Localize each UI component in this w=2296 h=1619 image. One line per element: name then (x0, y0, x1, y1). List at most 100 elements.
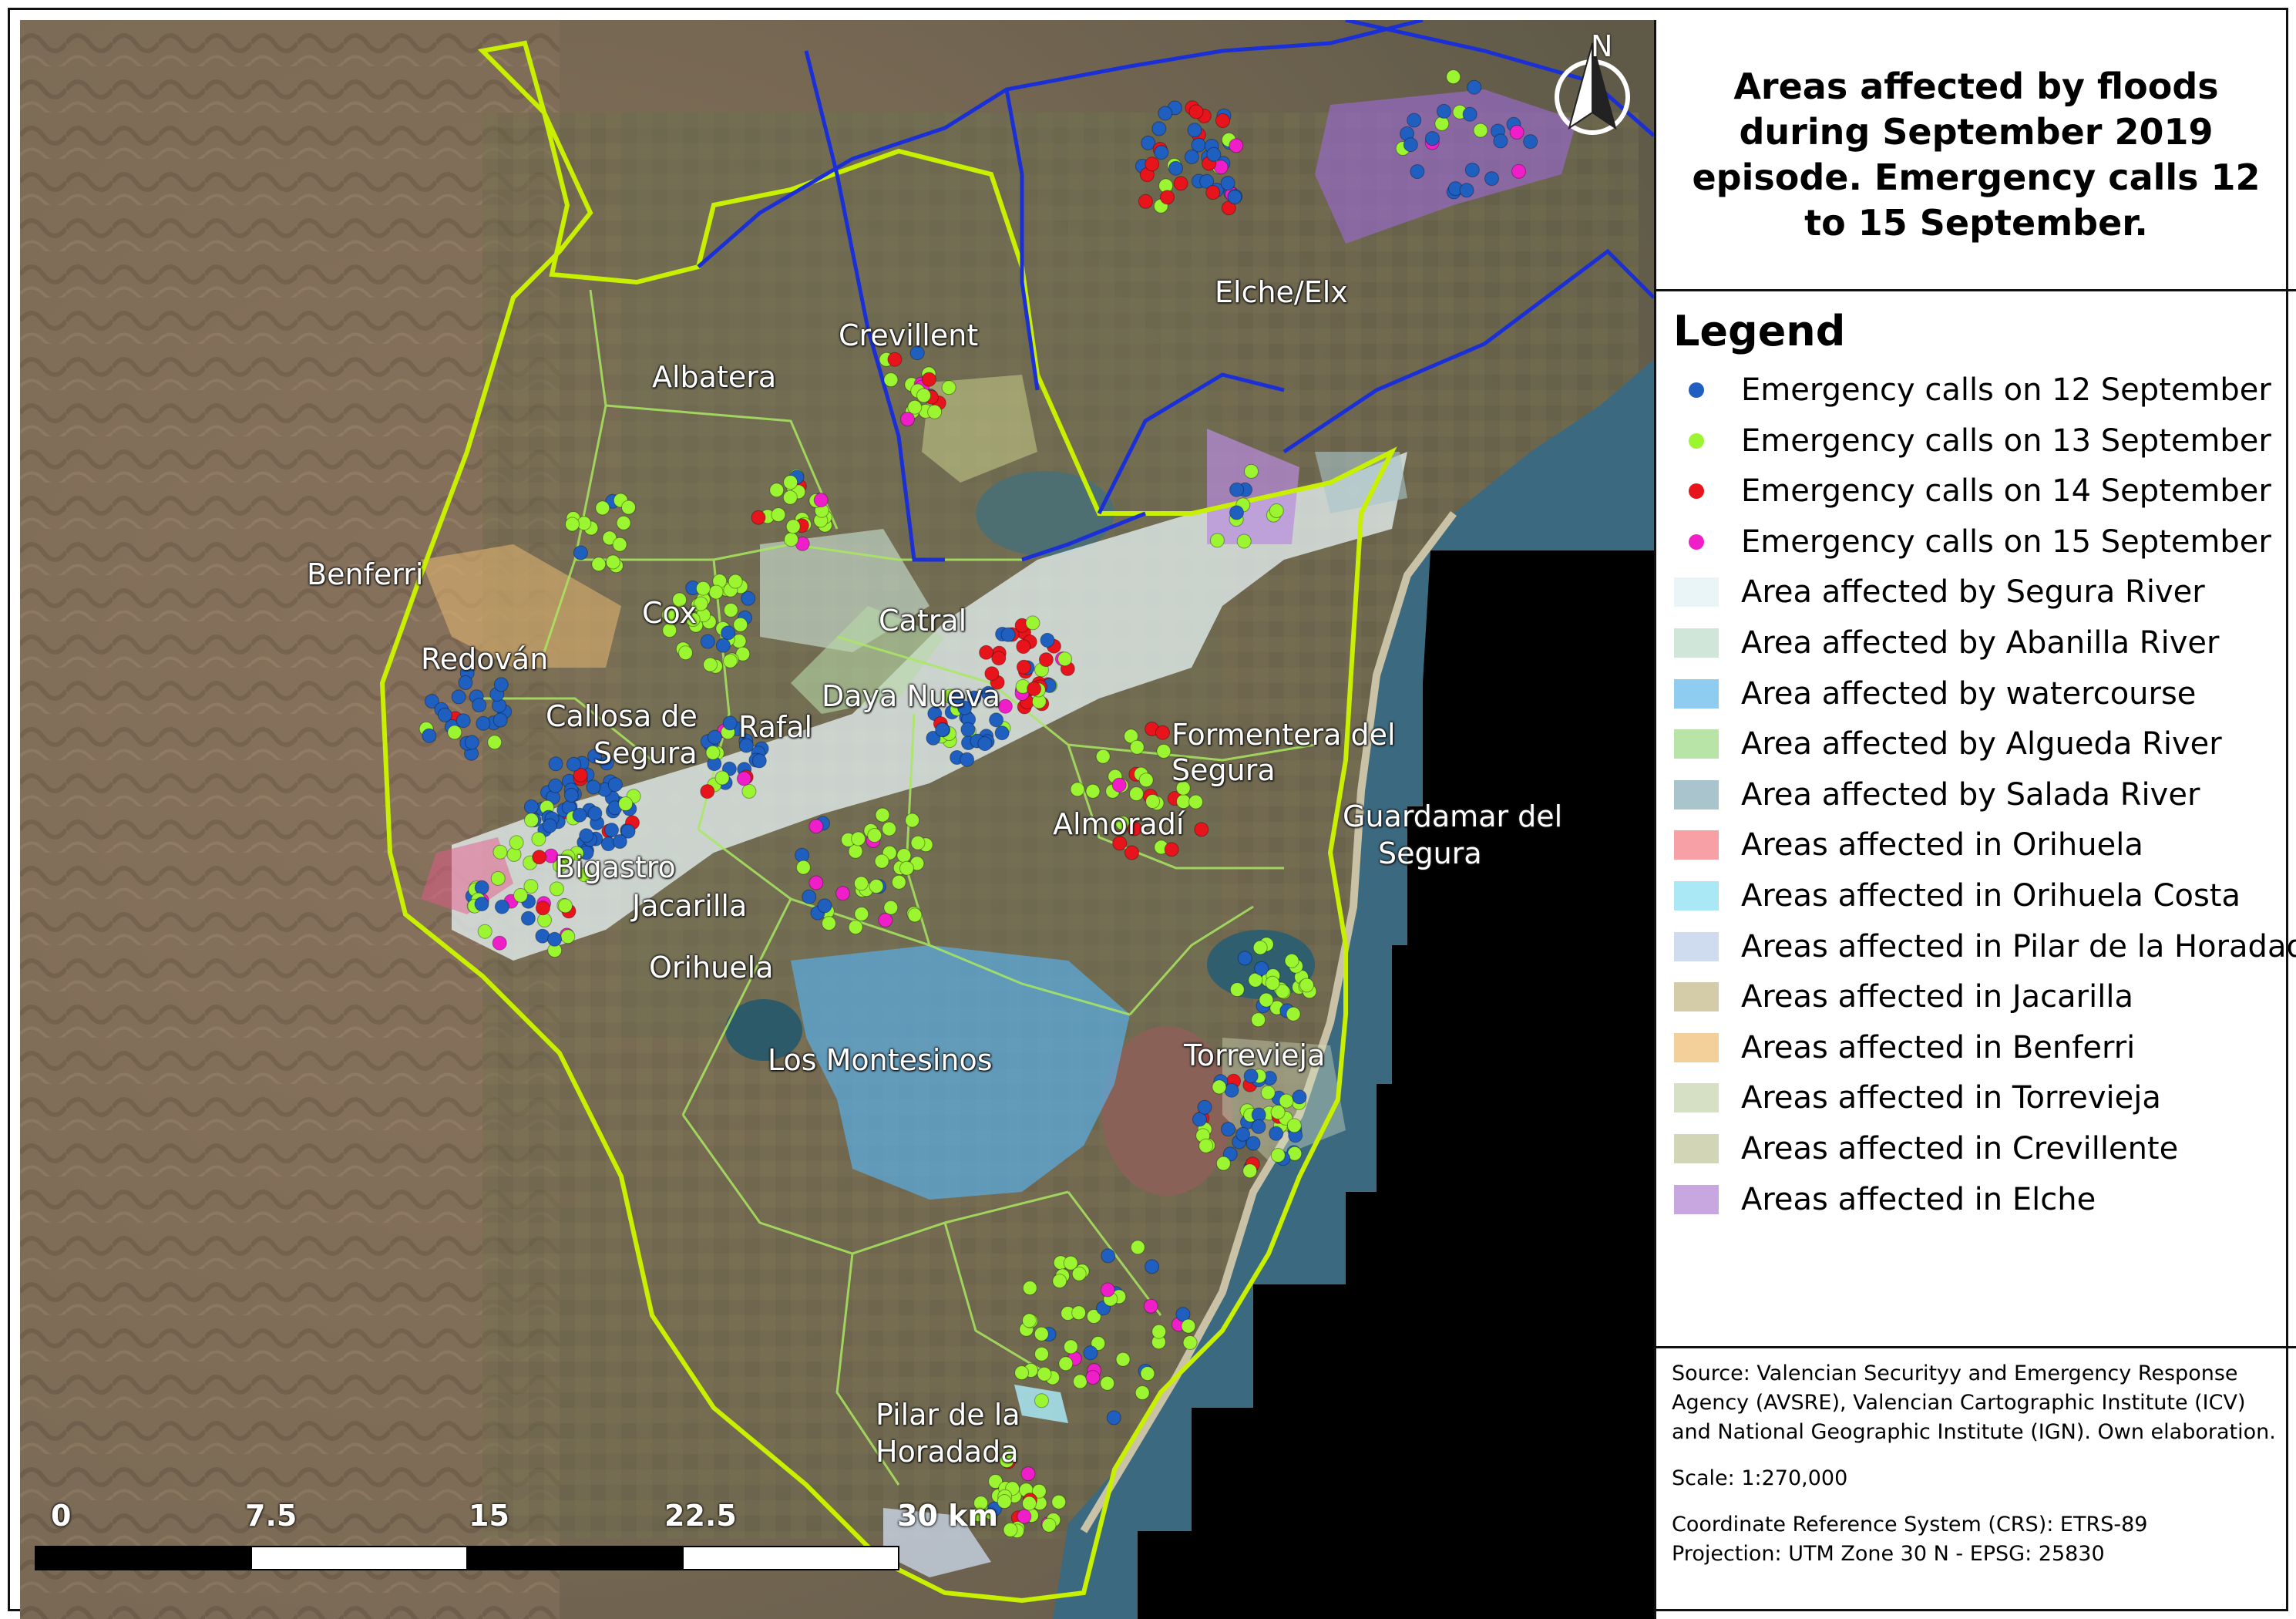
emergency-call-point (1244, 463, 1259, 479)
legend-item: Area affected by watercourse (1672, 671, 2196, 717)
emergency-call-point (1106, 1410, 1121, 1425)
emergency-call-point (1188, 104, 1204, 119)
emergency-call-point (1112, 836, 1128, 851)
legend-item-label: Areas affected in Benferri (1741, 1029, 2136, 1065)
legend-area-symbol (1672, 671, 1721, 717)
place-jacarilla: Jacarilla (632, 889, 748, 923)
emergency-call-point (1235, 1126, 1251, 1142)
emergency-call-point (595, 500, 610, 516)
title-box: Areas affected by floods during Septembe… (1656, 20, 2296, 291)
emergency-call-point (989, 712, 1004, 728)
map-canvas[interactable]: N Albatera Crevillent Elche/Elx Benferri… (20, 20, 1654, 1619)
place-catral: Catral (879, 604, 967, 638)
emergency-call-point (1141, 135, 1156, 150)
legend-item-label: Area affected by Abanilla River (1741, 625, 2220, 661)
emergency-call-point (1038, 652, 1054, 668)
emergency-call-point (994, 725, 1010, 741)
emergency-call-point (1145, 1259, 1160, 1274)
emergency-call-point (769, 483, 785, 498)
emergency-call-point (1017, 1509, 1032, 1524)
legend-item: Areas affected in Orihuela (1672, 822, 2143, 868)
legend-dot-symbol (1672, 418, 1721, 464)
emergency-call-point (472, 698, 487, 713)
emergency-call-point (960, 722, 976, 737)
emergency-call-point (1155, 725, 1170, 740)
emergency-call-point (1095, 749, 1111, 764)
emergency-call-point (1254, 961, 1269, 976)
emergency-call-point (1467, 79, 1482, 95)
emergency-call-point (422, 728, 437, 743)
emergency-call-point (487, 735, 503, 750)
emergency-call-point (813, 493, 829, 508)
place-albatera: Albatera (652, 360, 777, 394)
emergency-call-point (957, 700, 973, 715)
emergency-call-point (591, 557, 607, 572)
emergency-call-point (1037, 1366, 1052, 1382)
legend-area-symbol (1672, 974, 1721, 1020)
legend-item-label: Areas affected in Elche (1741, 1181, 2096, 1217)
emergency-call-point (612, 834, 627, 849)
emergency-call-point (802, 889, 817, 904)
place-cox: Cox (642, 596, 698, 630)
legend-area-symbol (1672, 1126, 1721, 1172)
emergency-call-point (1040, 632, 1055, 648)
emergency-call-point (1270, 1105, 1286, 1119)
emergency-call-point (532, 850, 547, 865)
legend-area-symbol (1672, 620, 1721, 666)
emergency-call-point (1130, 1240, 1145, 1255)
legend-item-label: Areas affected in Orihuela (1741, 827, 2143, 863)
place-formentera-line1: Formentera del (1172, 718, 1396, 752)
emergency-call-point (1509, 125, 1525, 140)
legend-dot-symbol (1672, 468, 1721, 514)
emergency-call-point (771, 507, 786, 523)
area-segura-river (452, 452, 1407, 961)
emergency-call-point (1164, 842, 1179, 857)
emergency-call-point (1259, 992, 1274, 1008)
emergency-call-point (1031, 1483, 1047, 1499)
emergency-call-point (548, 756, 563, 772)
place-formentera-line2: Segura (1172, 753, 1276, 787)
emergency-call-point (458, 675, 473, 690)
emergency-call-point (1127, 821, 1142, 836)
emergency-call-point (1003, 1522, 1018, 1537)
emergency-call-point (1221, 1122, 1235, 1137)
emergency-call-point (1135, 1385, 1150, 1400)
emergency-call-point (1182, 1335, 1198, 1350)
emergency-call-point (1252, 940, 1268, 955)
emergency-call-point (1143, 1298, 1158, 1314)
emergency-call-point (1085, 783, 1101, 799)
legend-area-symbol (1672, 1075, 1721, 1121)
scale-label-0: 0 (51, 1499, 72, 1533)
legend-dot-symbol (1672, 367, 1721, 413)
emergency-call-point (988, 1474, 1003, 1489)
emergency-call-point (492, 935, 507, 951)
emergency-call-point (558, 898, 573, 914)
emergency-call-point (950, 689, 966, 705)
emergency-call-point (553, 858, 567, 873)
emergency-call-point (524, 813, 539, 828)
area-orihuela (421, 837, 513, 914)
salt-lagoon-north (976, 471, 1114, 556)
emergency-call-point (882, 821, 897, 836)
emergency-call-point (1286, 1006, 1301, 1022)
emergency-call-point (916, 388, 931, 403)
place-almoradi: Almoradí (1053, 807, 1185, 841)
nodata-area (1138, 550, 1654, 1619)
legend-item: Area affected by Abanilla River (1672, 620, 2219, 666)
emergency-call-point (1072, 1374, 1087, 1389)
scale-segment-4 (682, 1546, 899, 1570)
emergency-call-points (419, 69, 1538, 1539)
emergency-call-point (1129, 786, 1144, 802)
emergency-call-point (1464, 163, 1480, 177)
legend-item: Areas affected in Pilar de la Horadada (1672, 924, 2296, 970)
emergency-call-point (1434, 116, 1450, 131)
emergency-call-point (587, 806, 603, 821)
emergency-call-point (577, 867, 592, 883)
reservoir-west (725, 999, 802, 1061)
map-title: Areas affected by floods during Septembe… (1692, 65, 2261, 244)
legend-item-label: Area affected by Algueda River (1741, 726, 2222, 762)
emergency-call-point (741, 591, 756, 606)
scale-segment-3 (466, 1546, 684, 1570)
emergency-call-point (1248, 972, 1263, 988)
emergency-call-point (835, 886, 850, 901)
